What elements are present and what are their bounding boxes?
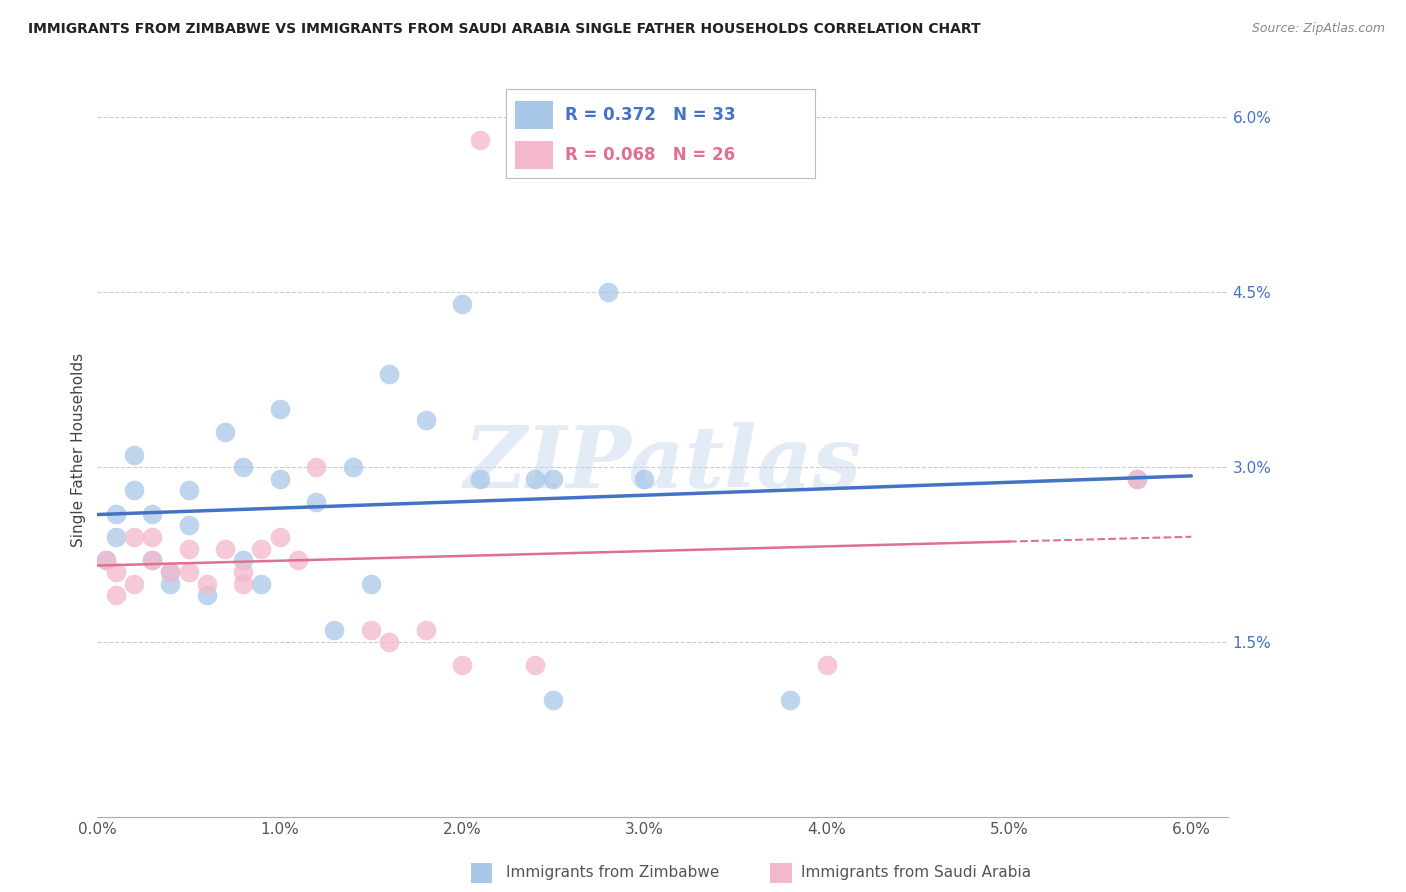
Point bbox=[541, 472, 564, 486]
Point bbox=[122, 448, 145, 462]
Point bbox=[232, 553, 254, 567]
Point bbox=[214, 541, 236, 556]
Point bbox=[232, 576, 254, 591]
Point bbox=[195, 588, 218, 602]
Point bbox=[141, 507, 163, 521]
Point bbox=[523, 658, 546, 673]
Text: Immigrants from Zimbabwe: Immigrants from Zimbabwe bbox=[506, 865, 720, 880]
Point bbox=[470, 133, 492, 147]
Point bbox=[195, 576, 218, 591]
Point bbox=[122, 483, 145, 498]
Text: ZIPatlas: ZIPatlas bbox=[464, 423, 862, 506]
Y-axis label: Single Father Households: Single Father Households bbox=[72, 352, 86, 547]
Point bbox=[177, 518, 200, 533]
Point bbox=[323, 624, 346, 638]
Point bbox=[96, 553, 118, 567]
Point bbox=[104, 588, 127, 602]
Text: IMMIGRANTS FROM ZIMBABWE VS IMMIGRANTS FROM SAUDI ARABIA SINGLE FATHER HOUSEHOLD: IMMIGRANTS FROM ZIMBABWE VS IMMIGRANTS F… bbox=[28, 22, 981, 37]
Point bbox=[104, 507, 127, 521]
Text: R = 0.372   N = 33: R = 0.372 N = 33 bbox=[565, 106, 735, 124]
Point bbox=[633, 472, 655, 486]
Point bbox=[269, 530, 291, 544]
Point bbox=[232, 459, 254, 474]
Point bbox=[177, 483, 200, 498]
Point bbox=[1125, 472, 1147, 486]
Point bbox=[305, 459, 328, 474]
Point bbox=[815, 658, 838, 673]
Point bbox=[779, 693, 801, 707]
Point bbox=[541, 693, 564, 707]
Point bbox=[250, 541, 273, 556]
Bar bbox=[516, 101, 553, 129]
Text: Source: ZipAtlas.com: Source: ZipAtlas.com bbox=[1251, 22, 1385, 36]
Point bbox=[122, 530, 145, 544]
Point bbox=[141, 530, 163, 544]
Point bbox=[305, 495, 328, 509]
Point bbox=[177, 541, 200, 556]
Point bbox=[1125, 472, 1147, 486]
Point bbox=[415, 624, 437, 638]
Text: Immigrants from Saudi Arabia: Immigrants from Saudi Arabia bbox=[801, 865, 1032, 880]
Point bbox=[141, 553, 163, 567]
Point bbox=[232, 565, 254, 579]
Point bbox=[451, 296, 474, 310]
Point bbox=[523, 472, 546, 486]
Point bbox=[250, 576, 273, 591]
Bar bbox=[516, 141, 553, 169]
Point bbox=[159, 576, 181, 591]
Point bbox=[596, 285, 619, 299]
Point bbox=[287, 553, 309, 567]
Point bbox=[470, 472, 492, 486]
Point bbox=[104, 530, 127, 544]
Point bbox=[378, 367, 401, 381]
Point bbox=[104, 565, 127, 579]
Point bbox=[269, 472, 291, 486]
Point bbox=[122, 576, 145, 591]
Point bbox=[159, 565, 181, 579]
Point bbox=[159, 565, 181, 579]
Point bbox=[269, 401, 291, 416]
Point bbox=[378, 635, 401, 649]
Point bbox=[415, 413, 437, 427]
Point bbox=[360, 624, 382, 638]
Point bbox=[96, 553, 118, 567]
Point bbox=[141, 553, 163, 567]
Point bbox=[342, 459, 364, 474]
Point bbox=[451, 658, 474, 673]
Point bbox=[177, 565, 200, 579]
Text: R = 0.068   N = 26: R = 0.068 N = 26 bbox=[565, 146, 735, 164]
Point bbox=[360, 576, 382, 591]
Point bbox=[214, 425, 236, 439]
